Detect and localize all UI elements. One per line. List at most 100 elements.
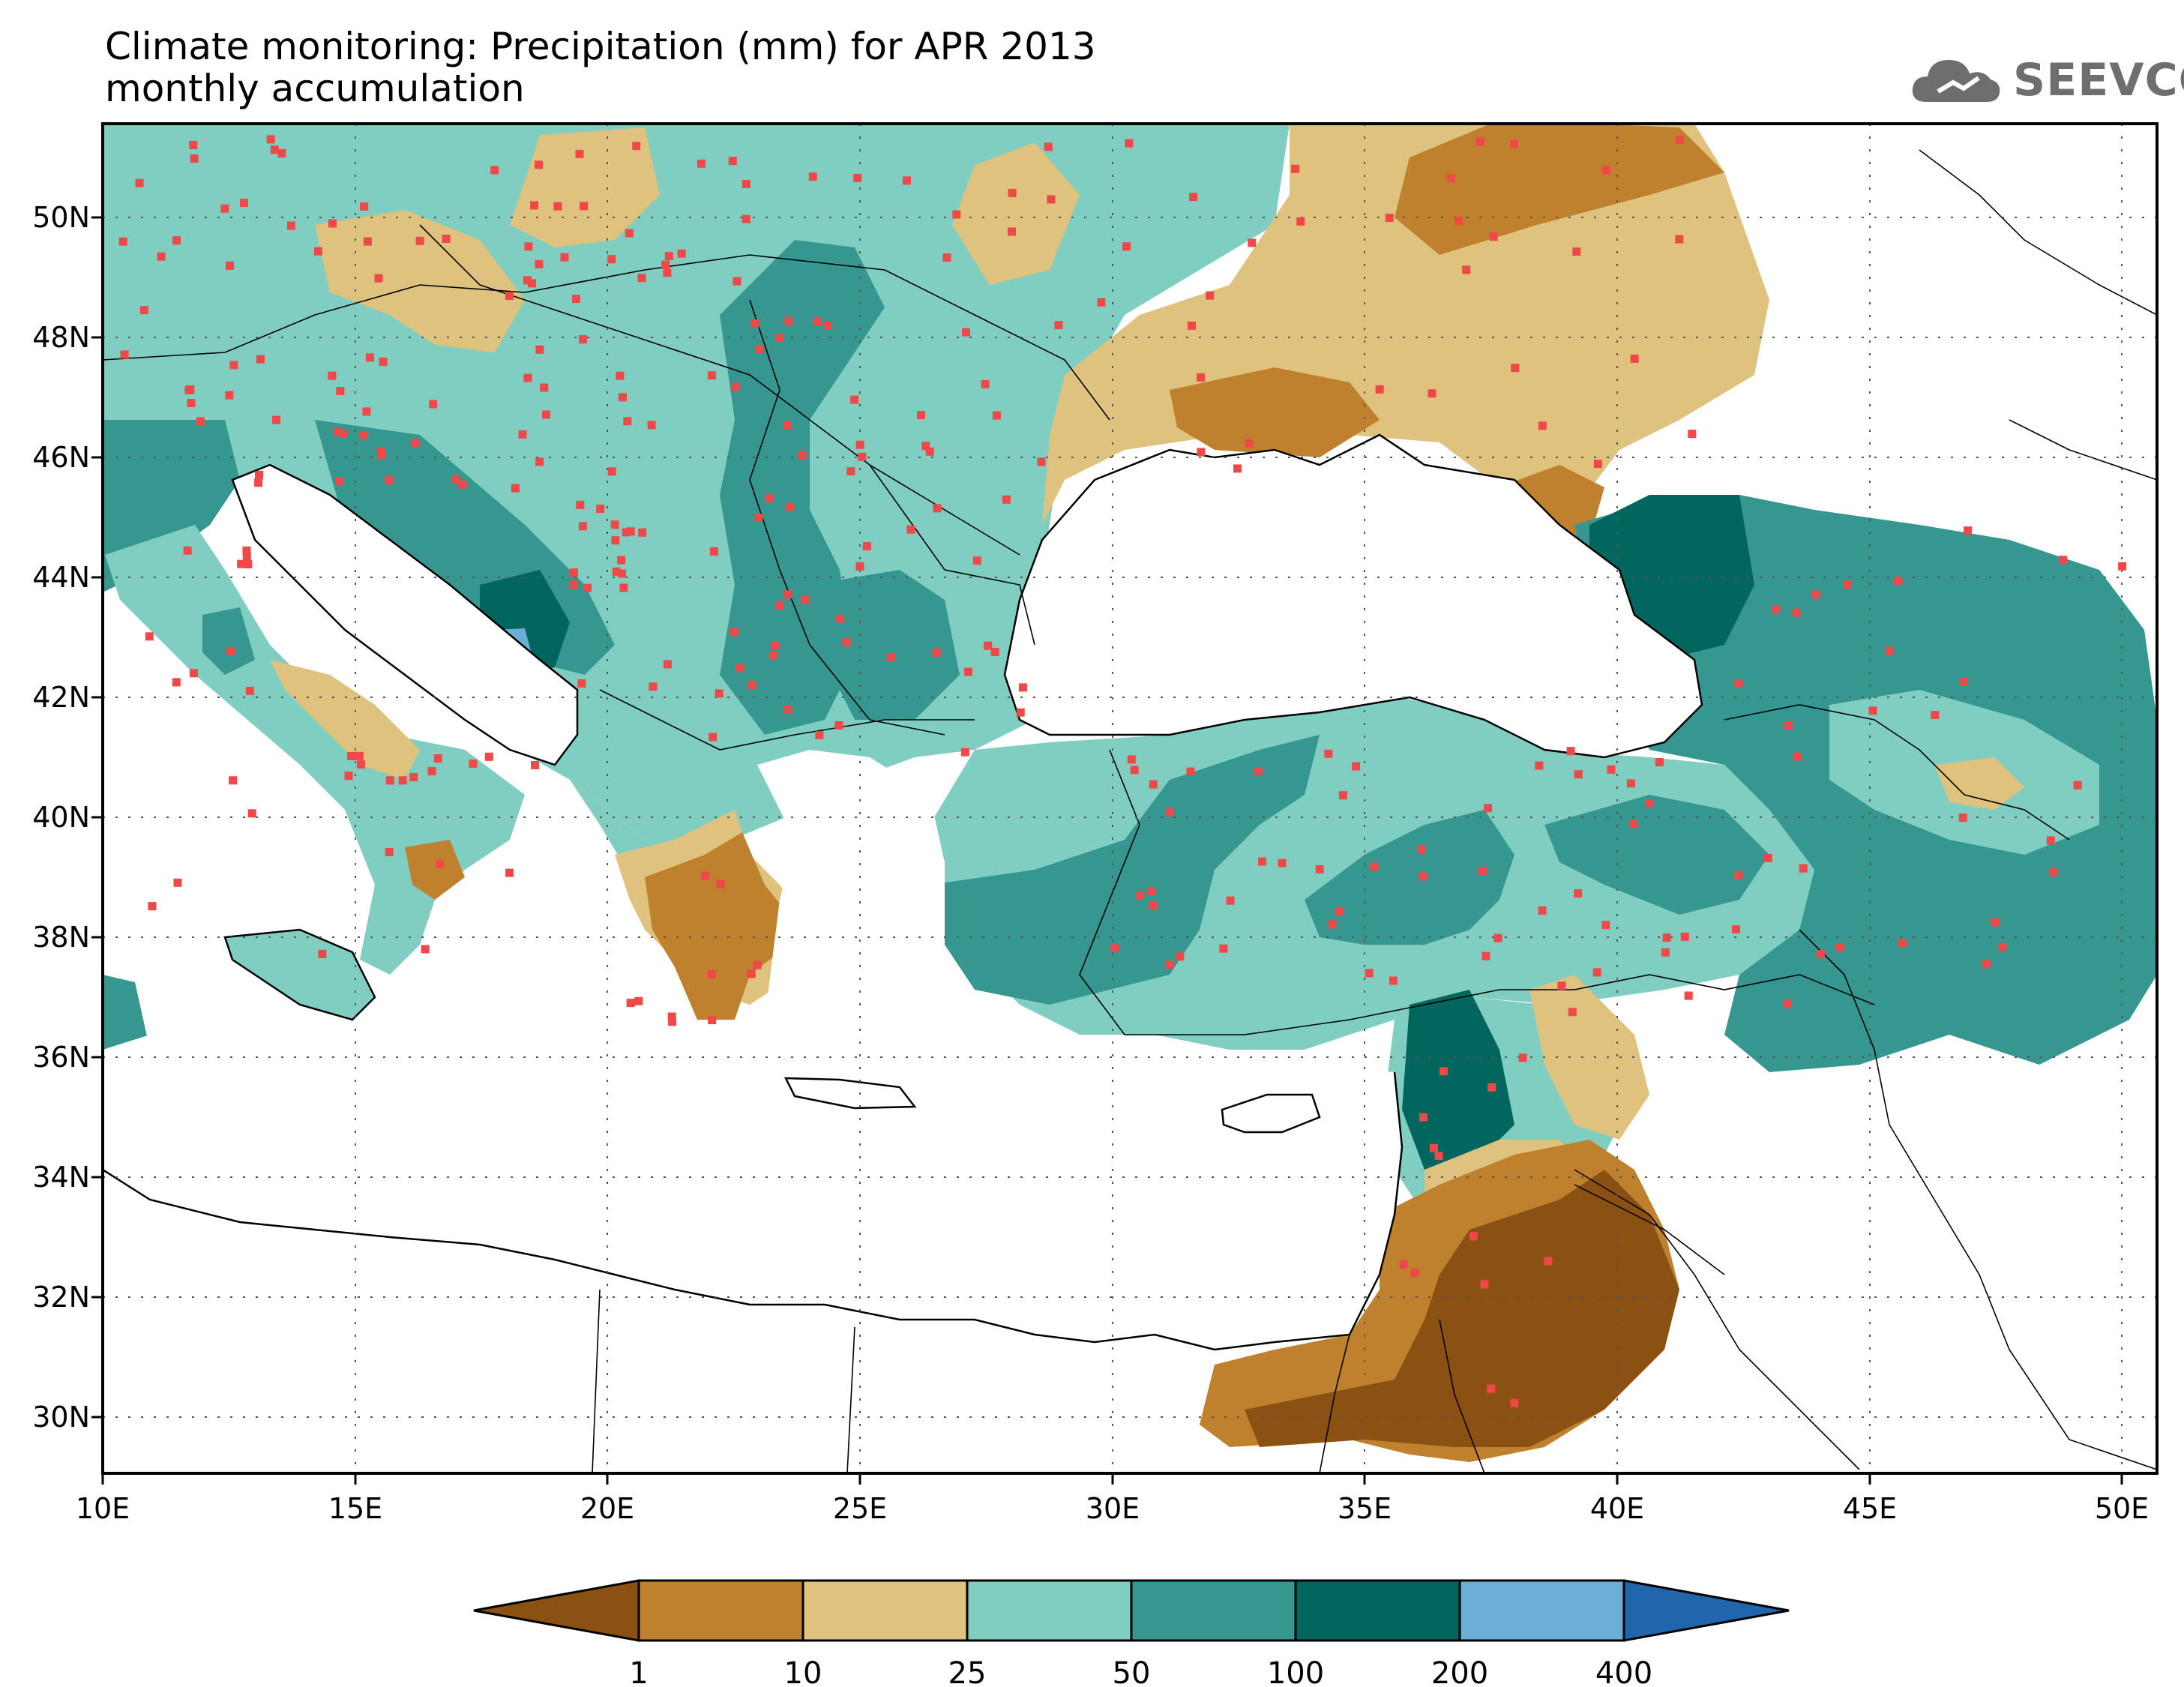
station-marker bbox=[618, 569, 626, 578]
station-marker bbox=[917, 411, 925, 419]
station-marker bbox=[528, 279, 536, 288]
station-marker bbox=[1462, 265, 1471, 274]
station-marker bbox=[237, 559, 246, 568]
station-marker bbox=[1278, 858, 1287, 867]
lat-label: 42N bbox=[32, 681, 90, 714]
title-line-1: Climate monitoring: Precipitation (mm) f… bbox=[105, 25, 1096, 68]
station-marker bbox=[1676, 135, 1684, 144]
station-marker bbox=[1783, 999, 1791, 1008]
station-marker bbox=[1998, 942, 2007, 951]
station-marker bbox=[1812, 590, 1820, 599]
lat-label: 40N bbox=[32, 801, 90, 834]
station-marker bbox=[220, 204, 229, 213]
station-marker bbox=[623, 417, 632, 426]
station-marker bbox=[626, 527, 635, 536]
station-marker bbox=[385, 776, 394, 785]
station-marker bbox=[452, 475, 461, 484]
station-marker bbox=[1206, 291, 1215, 300]
station-marker bbox=[1047, 195, 1056, 204]
station-marker bbox=[842, 637, 851, 646]
station-marker bbox=[436, 860, 445, 869]
station-marker bbox=[247, 809, 256, 818]
colorbar-bin bbox=[966, 1579, 1133, 1642]
lat-label: 36N bbox=[32, 1041, 90, 1074]
station-marker bbox=[135, 178, 144, 187]
colorbar-bin bbox=[1458, 1579, 1625, 1642]
station-marker bbox=[1335, 907, 1344, 916]
station-marker bbox=[728, 157, 737, 166]
station-marker bbox=[1370, 862, 1379, 871]
station-marker bbox=[560, 253, 569, 262]
station-marker bbox=[1964, 526, 1973, 535]
station-marker bbox=[750, 319, 759, 328]
station-marker bbox=[518, 430, 527, 439]
station-marker bbox=[1455, 217, 1463, 226]
station-marker bbox=[715, 689, 724, 698]
chart-title: Climate monitoring: Precipitation (mm) f… bbox=[105, 25, 1096, 109]
station-marker bbox=[524, 242, 533, 251]
station-marker bbox=[1793, 752, 1802, 761]
station-marker bbox=[148, 902, 157, 911]
station-marker bbox=[183, 546, 192, 555]
station-marker bbox=[1572, 247, 1581, 256]
station-marker bbox=[553, 202, 562, 211]
station-marker bbox=[1799, 864, 1808, 873]
station-marker bbox=[1894, 577, 1903, 585]
station-marker bbox=[1601, 166, 1610, 175]
map-frame bbox=[101, 122, 2159, 1475]
station-marker bbox=[490, 166, 499, 175]
station-marker bbox=[798, 451, 807, 459]
station-marker bbox=[1130, 766, 1139, 775]
colorbar-label: 10 bbox=[784, 1656, 822, 1687]
station-marker bbox=[1296, 217, 1305, 226]
station-marker bbox=[398, 776, 407, 785]
station-marker bbox=[668, 1017, 677, 1026]
lon-label: 40E bbox=[1590, 1492, 1644, 1525]
station-marker bbox=[1430, 1143, 1438, 1152]
station-marker bbox=[1480, 1280, 1489, 1289]
station-marker bbox=[1792, 608, 1801, 617]
station-marker bbox=[1219, 944, 1228, 953]
colorbar-bin bbox=[801, 1579, 969, 1642]
station-marker bbox=[1655, 758, 1664, 766]
station-marker bbox=[469, 759, 478, 768]
station-marker bbox=[1016, 708, 1025, 717]
station-marker bbox=[1110, 944, 1119, 953]
station-marker bbox=[365, 353, 374, 362]
station-marker bbox=[1629, 820, 1637, 829]
station-marker bbox=[774, 334, 783, 343]
station-marker bbox=[531, 761, 539, 769]
station-marker bbox=[442, 235, 451, 243]
station-marker bbox=[1365, 969, 1374, 978]
station-marker bbox=[484, 752, 493, 761]
station-marker bbox=[741, 214, 750, 223]
station-marker bbox=[858, 452, 867, 461]
station-marker bbox=[328, 371, 337, 380]
station-marker bbox=[256, 355, 265, 364]
station-marker bbox=[362, 407, 371, 416]
station-marker bbox=[886, 653, 895, 662]
station-marker bbox=[580, 202, 589, 211]
station-marker bbox=[570, 568, 578, 577]
colorbar-bin bbox=[1130, 1579, 1297, 1642]
station-marker bbox=[190, 154, 199, 163]
station-marker bbox=[355, 751, 364, 760]
station-marker bbox=[374, 274, 383, 283]
station-marker bbox=[701, 871, 709, 880]
station-marker bbox=[661, 260, 670, 269]
title-line-2: monthly accumulation bbox=[105, 67, 525, 110]
station-marker bbox=[836, 614, 845, 623]
station-marker bbox=[855, 562, 864, 571]
station-marker bbox=[1868, 706, 1877, 715]
station-marker bbox=[173, 878, 182, 887]
station-marker bbox=[1959, 678, 1968, 686]
logo-text: SEEVCCC bbox=[2013, 54, 2184, 106]
station-marker bbox=[1898, 939, 1907, 948]
station-marker bbox=[634, 996, 643, 1005]
station-marker bbox=[933, 504, 942, 513]
station-marker bbox=[622, 528, 631, 537]
station-marker bbox=[932, 648, 941, 657]
station-marker bbox=[145, 632, 154, 641]
station-marker bbox=[1510, 139, 1519, 148]
station-marker bbox=[1734, 870, 1743, 879]
